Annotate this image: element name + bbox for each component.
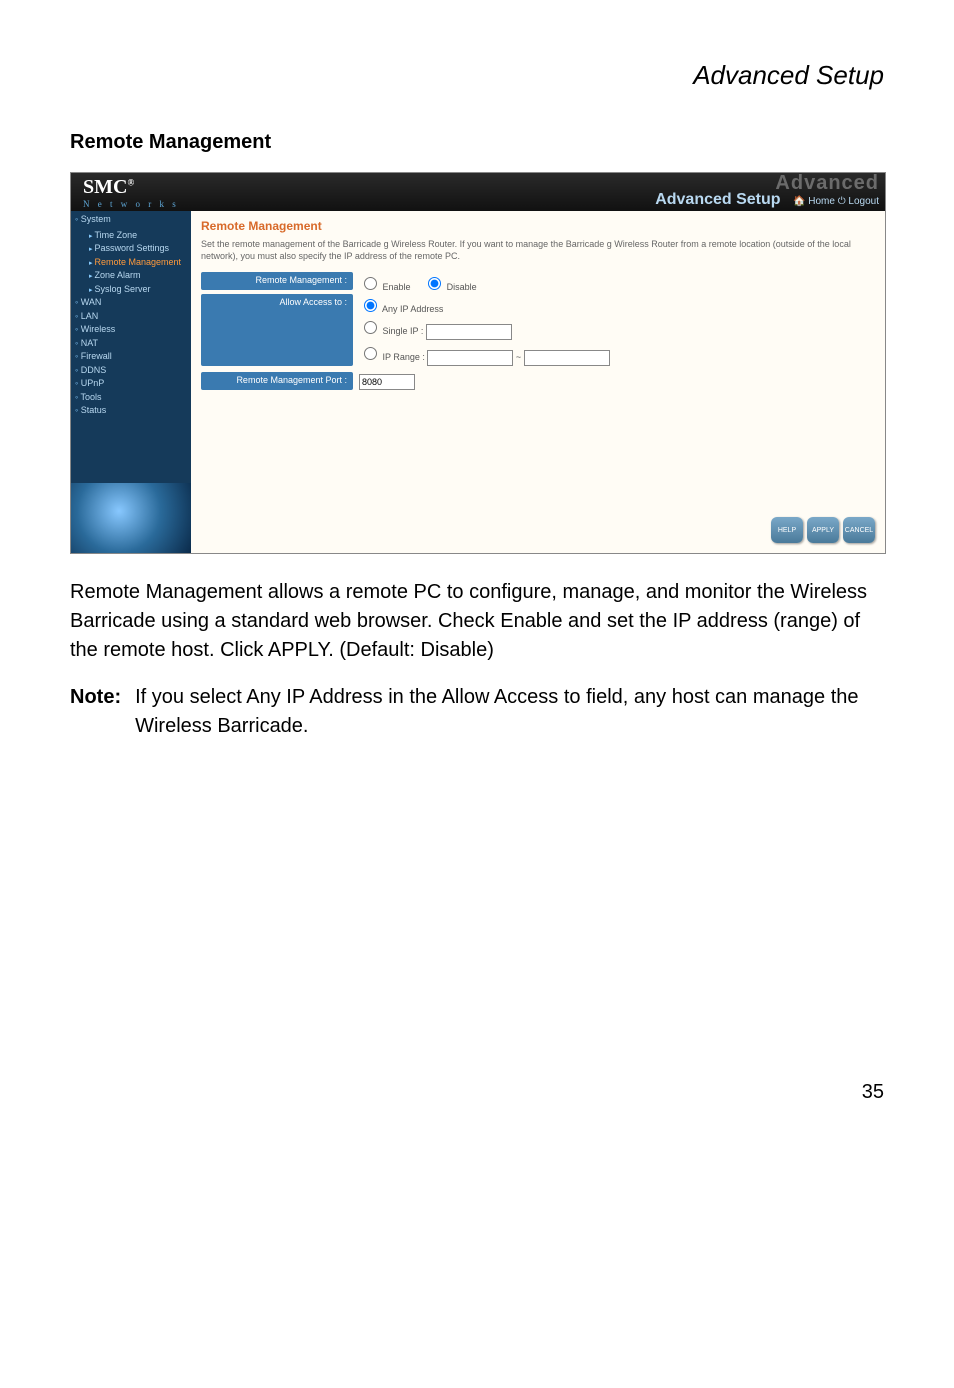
sidebar-item-status[interactable]: Status	[75, 404, 191, 418]
sidebar-image	[71, 483, 191, 553]
apply-button[interactable]: APPLY	[807, 517, 839, 543]
logo-text: SMC	[83, 176, 127, 198]
radio-single-ip[interactable]: Single IP :	[359, 318, 610, 340]
radio-disable[interactable]: Disable	[423, 282, 477, 292]
sidebar-item-syslog[interactable]: Syslog Server	[89, 283, 191, 297]
ip-range-from[interactable]	[427, 350, 513, 366]
header-adv-gray: Advanced	[775, 172, 879, 194]
single-ip-input[interactable]	[426, 324, 512, 340]
sidebar-item-wireless[interactable]: Wireless	[75, 323, 191, 337]
sidebar-item-ddns[interactable]: DDNS	[75, 364, 191, 378]
logo-subtext: N e t w o r k s	[83, 199, 179, 209]
smc-logo: SMC® N e t w o r k s	[83, 176, 179, 209]
page-number: 35	[70, 1081, 884, 1104]
sidebar-item-upnp[interactable]: UPnP	[75, 377, 191, 391]
label-remote-mgmt: Remote Management :	[201, 272, 353, 290]
label-port: Remote Management Port :	[201, 372, 353, 390]
help-button[interactable]: HELP	[771, 517, 803, 543]
body-paragraph: Remote Management allows a remote PC to …	[70, 578, 884, 665]
header-adv-setup: Advanced Setup	[655, 191, 780, 208]
cancel-button[interactable]: CANCEL	[843, 517, 875, 543]
port-input[interactable]	[359, 374, 415, 390]
sidebar: System Time Zone Password Settings Remot…	[71, 211, 191, 553]
sidebar-item-firewall[interactable]: Firewall	[75, 350, 191, 364]
radio-ip-range[interactable]: IP Range : ~	[359, 344, 610, 366]
sidebar-item-zonealarm[interactable]: Zone Alarm	[89, 269, 191, 283]
note-text: If you select Any IP Address in the Allo…	[135, 683, 884, 741]
content-pane: Remote Management Set the remote managem…	[191, 211, 885, 553]
sidebar-item-timezone[interactable]: Time Zone	[89, 229, 191, 243]
sidebar-item-nat[interactable]: NAT	[75, 337, 191, 351]
radio-any-ip[interactable]: Any IP Address	[359, 296, 610, 314]
sidebar-item-remote[interactable]: Remote Management	[89, 256, 191, 270]
ip-range-to[interactable]	[524, 350, 610, 366]
section-title: Remote Management	[70, 131, 884, 154]
router-screenshot: SMC® N e t w o r k s Advanced Advanced S…	[70, 172, 886, 554]
logout-link[interactable]: ⏻ Logout	[838, 196, 879, 207]
content-desc: Set the remote management of the Barrica…	[201, 239, 875, 262]
header-right: Advanced Advanced Setup 🏠 Home ⏻ Logout	[655, 172, 879, 209]
home-link[interactable]: 🏠 Home	[793, 196, 835, 207]
sidebar-item-system[interactable]: System	[75, 213, 191, 227]
page-header: Advanced Setup	[70, 60, 884, 91]
sidebar-item-password[interactable]: Password Settings	[89, 242, 191, 256]
note-label: Note:	[70, 683, 121, 741]
sidebar-item-tools[interactable]: Tools	[75, 391, 191, 405]
content-title: Remote Management	[201, 219, 875, 233]
sidebar-item-lan[interactable]: LAN	[75, 310, 191, 324]
radio-enable[interactable]: Enable	[359, 282, 411, 292]
sidebar-item-wan[interactable]: WAN	[75, 296, 191, 310]
label-allow-access: Allow Access to :	[201, 294, 353, 365]
ss-header: SMC® N e t w o r k s Advanced Advanced S…	[71, 173, 885, 211]
